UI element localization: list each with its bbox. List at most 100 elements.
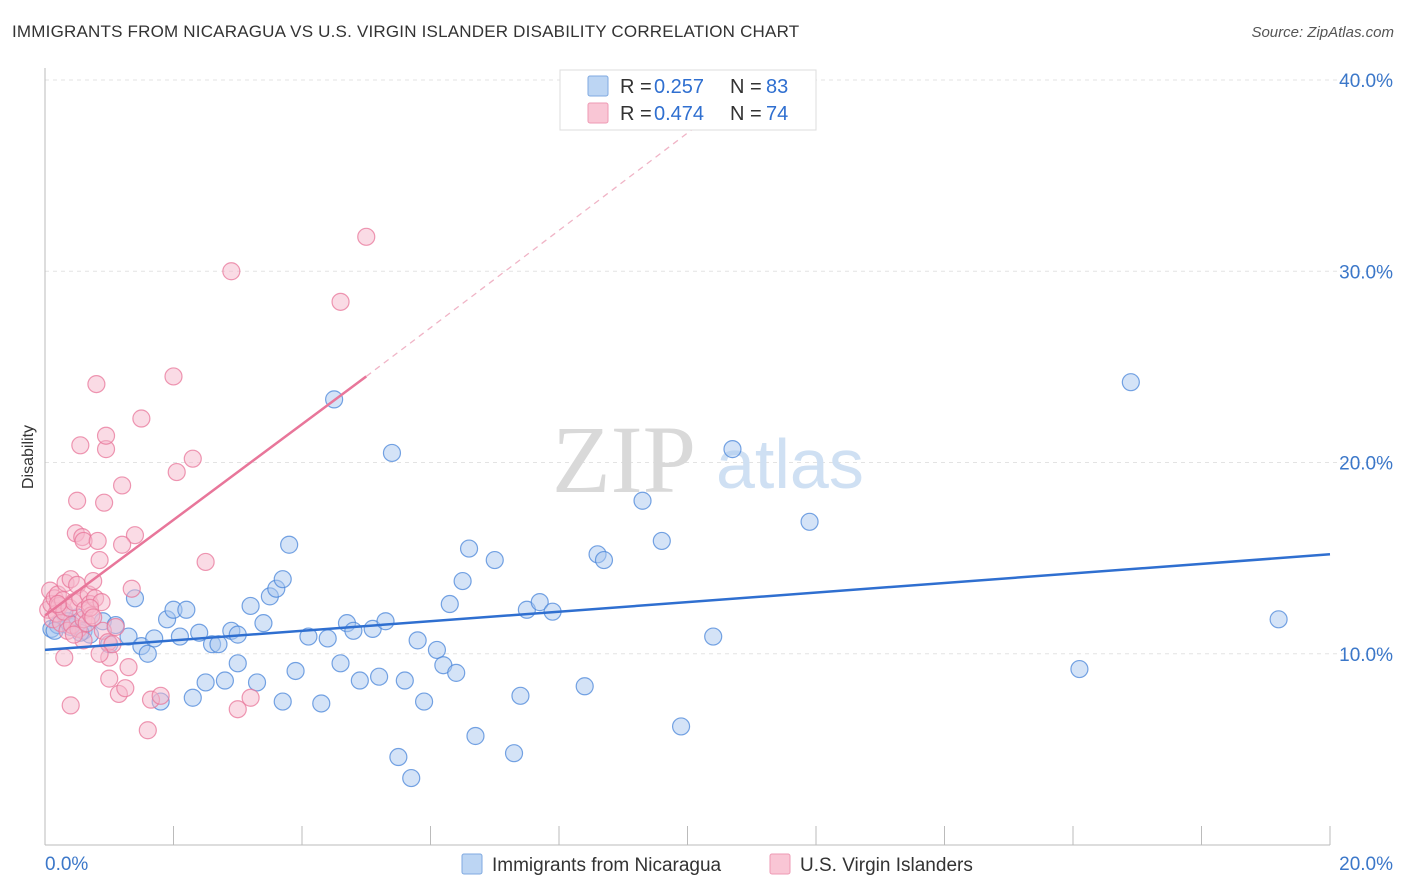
point-nicaragua — [704, 627, 723, 646]
point-virgin-islanders — [357, 227, 376, 246]
point-nicaragua — [138, 644, 157, 663]
bottom-legend: Immigrants from Nicaragua U.S. Virgin Is… — [461, 853, 973, 876]
point-nicaragua — [241, 596, 260, 616]
point-nicaragua — [370, 667, 389, 686]
point-virgin-islanders — [112, 476, 132, 495]
watermark-zip: ZIP — [552, 406, 696, 513]
trend-extension-virgin-islanders — [365, 108, 721, 377]
bottom-legend-swatch-virgin-islanders — [769, 853, 791, 875]
chart-source: Source: ZipAtlas.com — [1251, 24, 1394, 41]
point-nicaragua — [286, 661, 305, 681]
point-nicaragua — [1070, 659, 1089, 679]
point-nicaragua — [633, 491, 652, 510]
point-nicaragua — [408, 631, 427, 650]
point-virgin-islanders — [88, 531, 107, 551]
point-virgin-islanders — [119, 658, 138, 677]
point-virgin-islanders — [116, 679, 135, 698]
point-nicaragua — [594, 550, 614, 570]
point-nicaragua — [228, 654, 247, 673]
point-nicaragua — [209, 635, 228, 654]
point-nicaragua — [177, 600, 196, 619]
point-nicaragua — [440, 594, 459, 614]
point-virgin-islanders — [71, 436, 90, 455]
point-virgin-islanders — [164, 367, 183, 386]
bottom-legend-label-nicaragua: Immigrants from Nicaragua — [492, 855, 722, 876]
y-tick-label: 10.0% — [1339, 645, 1393, 666]
y-tick-label: 30.0% — [1339, 262, 1393, 283]
legend-r-value-1: 0.257 — [654, 76, 704, 98]
point-virgin-islanders — [122, 579, 141, 598]
legend-swatch-nicaragua — [587, 75, 609, 97]
point-nicaragua — [119, 627, 138, 646]
point-virgin-islanders — [55, 648, 74, 667]
point-virgin-islanders — [228, 700, 247, 719]
point-nicaragua — [395, 671, 414, 690]
point-nicaragua — [344, 621, 363, 640]
point-nicaragua — [350, 671, 369, 690]
watermark-atlas: atlas — [716, 425, 864, 503]
point-nicaragua — [575, 677, 594, 696]
point-nicaragua — [312, 694, 331, 713]
point-virgin-islanders — [167, 462, 186, 482]
point-nicaragua — [466, 726, 485, 746]
point-virgin-islanders — [96, 426, 116, 445]
point-nicaragua — [723, 440, 742, 459]
point-virgin-islanders — [64, 625, 84, 644]
point-virgin-islanders — [100, 669, 119, 688]
y-tick-labels: 10.0% 20.0% 30.0% 40.0% — [1339, 71, 1393, 666]
point-nicaragua — [299, 627, 318, 646]
point-nicaragua — [1269, 610, 1288, 629]
point-virgin-islanders — [196, 552, 215, 572]
point-nicaragua — [414, 692, 434, 711]
point-nicaragua — [504, 744, 524, 763]
y-axis-label: Disability — [20, 425, 37, 489]
legend-n-value-2: 74 — [766, 103, 788, 125]
point-nicaragua — [511, 686, 530, 705]
point-virgin-islanders — [151, 686, 170, 705]
point-nicaragua — [273, 692, 292, 711]
point-nicaragua — [183, 688, 202, 707]
point-virgin-islanders — [132, 409, 151, 428]
point-virgin-islanders — [331, 292, 350, 311]
point-nicaragua — [447, 663, 466, 682]
point-virgin-islanders — [222, 262, 241, 281]
point-virgin-islanders — [241, 688, 260, 707]
point-nicaragua — [530, 593, 549, 612]
grid — [45, 79, 1392, 655]
point-nicaragua — [170, 627, 190, 646]
legend-swatch-virgin-islanders — [587, 102, 609, 124]
point-nicaragua — [382, 443, 402, 463]
trend-line-nicaragua — [44, 553, 1331, 652]
point-nicaragua — [427, 640, 447, 660]
legend-n-label-2: N = — [730, 103, 762, 125]
point-nicaragua — [331, 654, 350, 673]
legend-n-label-1: N = — [730, 76, 762, 98]
point-nicaragua — [800, 512, 819, 531]
point-nicaragua — [671, 717, 691, 736]
point-nicaragua — [273, 570, 292, 589]
point-virgin-islanders — [138, 721, 157, 740]
legend-r-value-2: 0.474 — [654, 103, 704, 125]
point-virgin-islanders — [183, 449, 202, 468]
x-tick-label: 0.0% — [45, 854, 88, 875]
x-tick-label: 20.0% — [1339, 854, 1393, 875]
trend-lines — [44, 108, 1331, 652]
chart-title: IMMIGRANTS FROM NICARAGUA VS U.S. VIRGIN… — [12, 22, 800, 41]
point-nicaragua — [402, 768, 421, 788]
point-virgin-islanders — [90, 644, 109, 663]
point-nicaragua — [652, 531, 671, 551]
data-points — [39, 227, 1288, 788]
point-virgin-islanders — [125, 526, 145, 545]
legend-r-label-1: R = — [620, 76, 652, 98]
point-virgin-islanders — [112, 535, 132, 554]
bottom-legend-swatch-nicaragua — [461, 853, 483, 875]
point-virgin-islanders — [68, 491, 87, 510]
y-tick-label: 40.0% — [1339, 71, 1393, 92]
point-nicaragua — [453, 571, 472, 591]
point-virgin-islanders — [84, 608, 103, 627]
point-virgin-islanders — [87, 374, 106, 394]
point-nicaragua — [247, 673, 267, 692]
trend-line-virgin-islanders — [44, 375, 367, 617]
y-tick-label: 20.0% — [1339, 454, 1393, 475]
